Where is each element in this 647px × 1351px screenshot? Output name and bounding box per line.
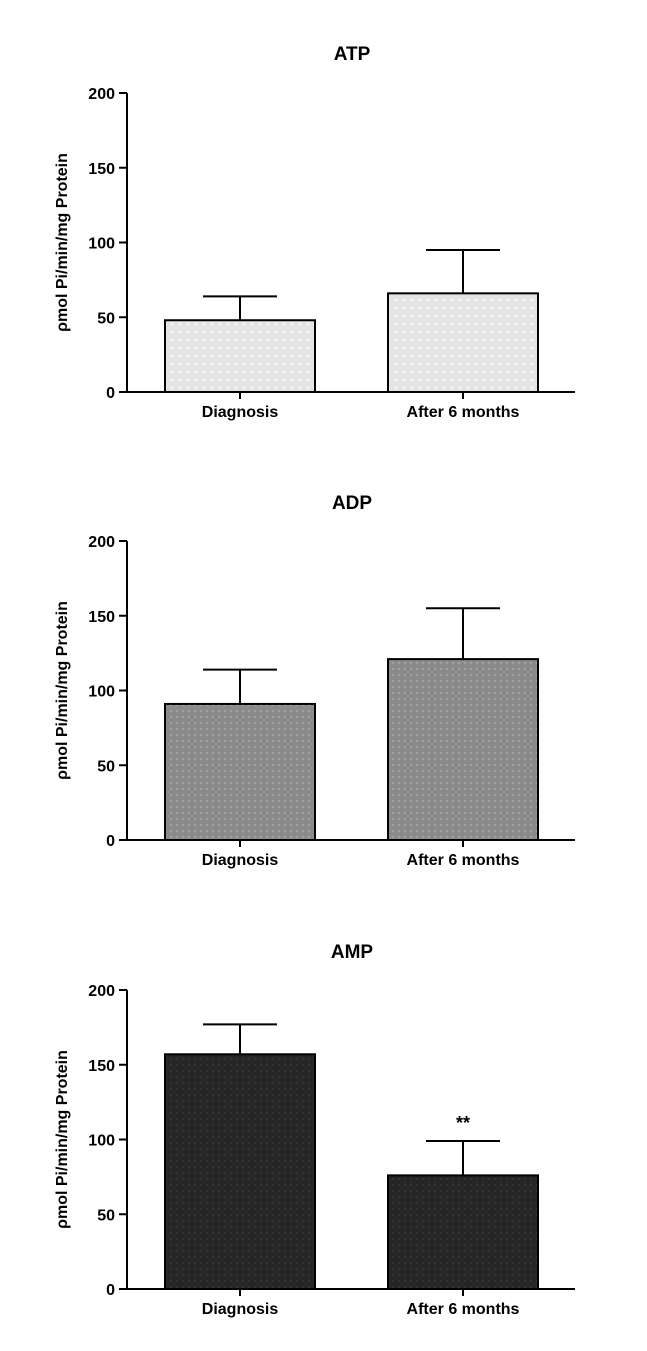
category-label: Diagnosis	[202, 404, 279, 421]
y-tick-label: 100	[88, 684, 115, 701]
y-tick-label: 200	[88, 86, 115, 103]
y-tick-label: 100	[88, 1133, 115, 1150]
category-label: Diagnosis	[202, 852, 279, 869]
significance-annotation: **	[456, 1113, 470, 1133]
bar-diagnosis	[164, 319, 316, 393]
chart-title: AMP	[331, 942, 374, 963]
y-tick-label: 150	[88, 609, 115, 626]
bar-after-6-months	[387, 292, 539, 393]
y-axis-label: ρmol Pi/min/mg Protein	[54, 153, 71, 332]
category-label: After 6 months	[407, 852, 520, 869]
y-axis-label: ρmol Pi/min/mg Protein	[54, 601, 71, 780]
category-label: After 6 months	[407, 404, 520, 421]
category-label: Diagnosis	[202, 1301, 279, 1318]
bar-diagnosis	[164, 1053, 316, 1291]
y-tick-label: 150	[88, 161, 115, 178]
bar-diagnosis	[164, 702, 316, 842]
chart-title: ADP	[332, 493, 372, 514]
y-tick-label: 50	[97, 758, 115, 775]
y-tick-label: 150	[88, 1058, 115, 1075]
y-tick-label: 100	[88, 236, 115, 253]
y-tick-label: 200	[88, 983, 115, 1000]
y-tick-label: 200	[88, 534, 115, 551]
bar-after-6-months	[387, 1174, 539, 1291]
y-tick-label: 0	[106, 385, 115, 402]
category-label: After 6 months	[407, 1301, 520, 1318]
y-tick-label: 0	[106, 833, 115, 850]
chart-amp: AMP 0 50 100 150 200 ρmol Pi/min/mg Protein Dia…	[54, 942, 575, 1318]
y-tick-label: 50	[97, 1207, 115, 1224]
chart-atp: ATP 0 50 100 150 200 ρmol Pi/min/mg Protein Dia…	[54, 44, 575, 421]
chart-adp: ADP 0 50 100 150 200 ρmol Pi/min/mg Protein Dia…	[54, 493, 575, 869]
bar-after-6-months	[387, 658, 539, 841]
y-axis-label: ρmol Pi/min/mg Protein	[54, 1050, 71, 1229]
y-tick-label: 50	[97, 310, 115, 327]
y-tick-label: 0	[106, 1282, 115, 1299]
chart-title: ATP	[334, 44, 371, 65]
